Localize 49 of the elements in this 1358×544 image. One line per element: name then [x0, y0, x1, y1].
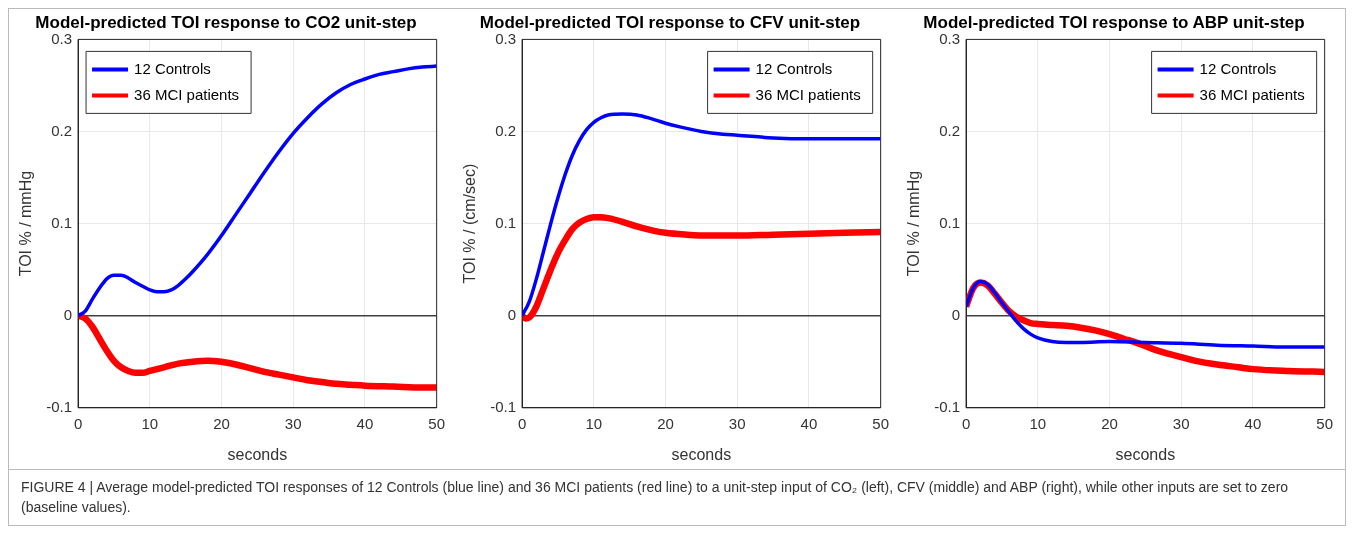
line-series — [78, 64, 437, 318]
y-tick-label: 0.3 — [939, 29, 961, 47]
chart-title: Model-predicted TOI response to CFV unit-step — [479, 12, 861, 32]
y-tick-label: 0.2 — [495, 121, 517, 139]
x-axis-title: seconds — [671, 445, 732, 463]
legend-label: 36 MCI patients — [755, 85, 861, 103]
caption: FIGURE 4 | Average model-predicted TOI responses of 12 Controls (blue line) and 36 MCI patients (red line) to a unit-step input of CO₂ (left), CFV (middle) and ABP (right), while other inputs are set to zero (baseline values). — [21, 478, 1290, 517]
y-tick-label: -0.1 — [46, 397, 73, 415]
y-tick-label: 0 — [507, 305, 517, 323]
y-axis-title: TOI % / mmHg — [17, 170, 35, 277]
chart-title: Model-predicted TOI response to ABP unit-step — [923, 12, 1305, 32]
legend-label: 12 Controls — [755, 59, 833, 77]
x-axis-title: seconds — [1115, 445, 1176, 463]
legend-label: 12 Controls — [1199, 59, 1277, 77]
x-tick-label: 20 — [657, 414, 674, 432]
y-tick-label: -0.1 — [934, 397, 961, 415]
y-tick-label: 0 — [951, 305, 961, 323]
line-series — [966, 279, 1325, 349]
line-series — [522, 112, 881, 318]
x-tick-label: 30 — [284, 414, 302, 432]
chart-title: Model-predicted TOI response to CO2 unit-step — [35, 12, 417, 32]
y-tick-label: 0.3 — [51, 29, 73, 47]
y-tick-label: 0.2 — [51, 121, 73, 139]
legend-label: 36 MCI patients — [1199, 85, 1305, 103]
y-axis-title: TOI % / mmHg — [905, 170, 923, 277]
y-tick-label: 0 — [63, 305, 73, 323]
x-tick-label: 30 — [728, 414, 746, 432]
x-tick-label: 20 — [213, 414, 230, 432]
x-tick-label: 30 — [1172, 414, 1190, 432]
y-axis-title: TOI % / (cm/sec) — [461, 163, 479, 284]
x-tick-label: 10 — [1029, 414, 1047, 432]
x-tick-label: 10 — [585, 414, 603, 432]
y-tick-label: -0.1 — [490, 397, 517, 415]
x-tick-label: 50 — [872, 414, 889, 432]
x-axis-title: seconds — [227, 445, 288, 463]
y-tick-label: 0.3 — [495, 29, 517, 47]
x-tick-label: 40 — [1244, 414, 1262, 432]
x-tick-label: 50 — [428, 414, 445, 432]
x-tick-label: 10 — [141, 414, 159, 432]
y-tick-label: 0.2 — [939, 121, 961, 139]
x-tick-label: 40 — [356, 414, 374, 432]
legend-label: 36 MCI patients — [134, 85, 240, 103]
legend-label: 12 Controls — [134, 59, 211, 77]
x-tick-label: 20 — [1101, 414, 1118, 432]
y-tick-label: 0.1 — [939, 213, 961, 231]
x-tick-label: 40 — [800, 414, 818, 432]
x-tick-label: 50 — [1316, 414, 1333, 432]
y-tick-label: 0.1 — [51, 213, 73, 231]
y-tick-label: 0.1 — [495, 213, 517, 231]
